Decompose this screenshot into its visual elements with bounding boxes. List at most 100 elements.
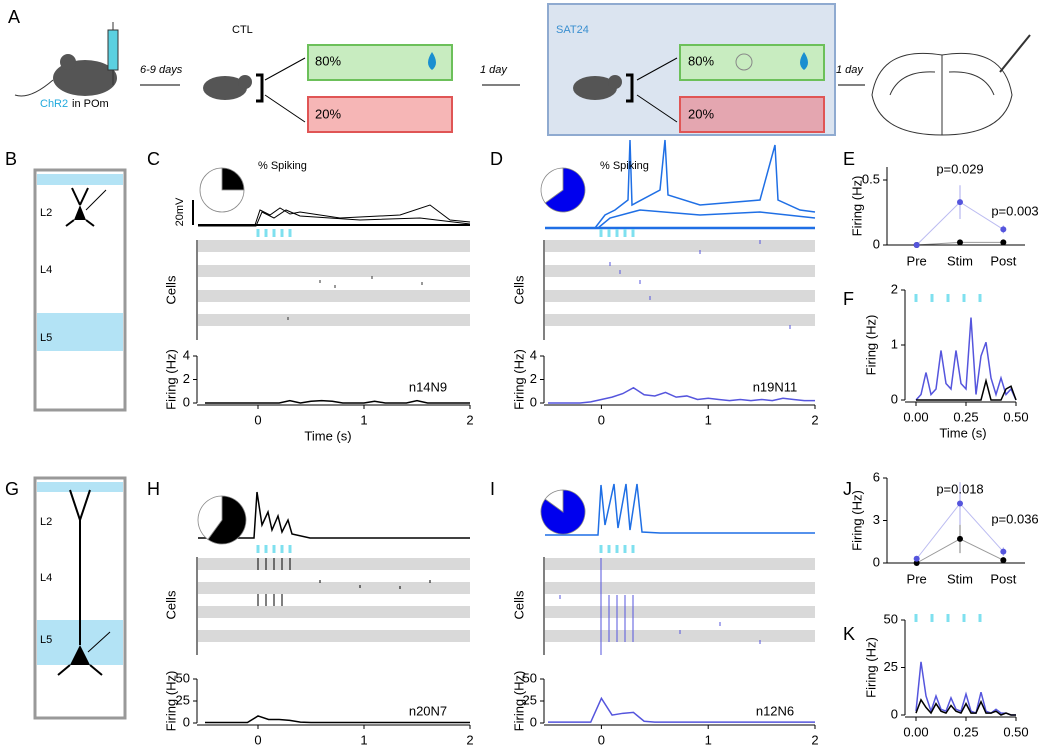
y-axis-label: Firing (Hz) [511,671,526,732]
y-tick-label: 4 [530,347,537,362]
neuron-l2 [65,187,107,227]
scale-label: 20mV [174,197,186,226]
y-tick-label: 2 [530,371,537,386]
layer-label: L2 [40,207,52,219]
point [957,535,963,542]
point [913,242,920,248]
x-tick-label: 1 [360,412,367,427]
pie-slice [544,489,564,513]
point [1000,557,1007,564]
rate-trace [916,377,1017,401]
y-axis-label: Firing (Hz) [163,349,178,410]
pie-slice [544,167,586,213]
x-tick-label: Pre [907,571,927,586]
choice-box [307,96,453,133]
y-tick-label: 25 [176,692,190,707]
x-tick-label: Stim [947,571,973,586]
neuron-l5 [57,489,111,676]
panel-label: J [843,479,852,499]
layer-label: L2 [40,516,52,528]
x-tick-label: 0.00 [903,409,928,424]
rate-trace [915,661,1016,716]
pie-title: % Spiking [258,160,307,172]
panel-label: G [5,479,19,499]
pie-slice [540,167,564,204]
y-tick-label: 0 [183,714,190,729]
rate-trace [548,696,815,723]
y-tick-label: 50 [523,670,537,685]
x-tick-label: 2 [811,412,818,427]
mouse-ctl [203,73,264,103]
water-drop [428,52,436,70]
pie-slice [197,495,223,540]
injection-site: in POm [72,98,109,110]
point [957,500,963,507]
annotation: p=0.018 [936,481,983,496]
pie-slice [221,167,245,191]
water-drop [800,52,808,70]
mouse-sat [573,73,634,103]
interval-label: 1 day [836,64,864,76]
injection-label: ChR2 [40,98,68,110]
rate-trace [915,698,1016,716]
light-band [37,482,123,492]
panel-label: F [843,289,854,309]
point [1000,226,1007,233]
layer-label: L4 [40,264,52,276]
panel-label: B [5,149,17,169]
point [957,199,963,206]
voltage-traces [198,204,471,227]
raster-label: Cells [163,590,178,619]
panel-label: D [490,149,503,169]
annotation: n19N11 [753,379,798,394]
point [913,555,920,562]
x-tick-label: 1 [705,412,712,427]
y-tick-label: 0 [891,706,898,721]
rate-trace [205,715,470,724]
choice-box [679,96,825,133]
y-tick-label: 0 [891,391,898,406]
x-tick-label: 1 [705,732,712,747]
x-tick-label: 0.25 [953,409,978,424]
vibrating-icon [735,53,753,71]
voltage-traces [545,139,816,230]
x-tick-label: 0.00 [903,724,928,739]
stim-ticks [256,229,982,622]
arrow [264,57,306,81]
point [1000,548,1007,555]
x-tick-label: Post [990,253,1016,268]
choice-label: 20% [315,106,341,121]
group-label: SAT24 [556,24,589,36]
layer-label: L5 [40,634,52,646]
layer-label: L5 [40,332,52,344]
pie-slice [207,495,247,545]
rate-trace [205,399,470,404]
y-axis-label: Firing (Hz) [863,637,878,698]
mouse-injection [14,22,119,97]
y-tick-label: 50 [176,670,190,685]
y-tick-label: 0 [873,236,880,251]
y-tick-label: 0 [873,554,880,569]
annotation: n20N7 [409,703,447,718]
x-tick-label: 0 [598,732,605,747]
group-label: CTL [232,24,253,36]
annotation: n14N9 [409,379,447,394]
voltage-traces [545,483,815,536]
y-tick-label: 25 [884,659,898,674]
x-axis-label: Time (s) [304,428,351,443]
brain-slice [871,34,1031,136]
y-tick-label: 2 [183,371,190,386]
y-tick-label: 0 [530,394,537,409]
raster-label: Cells [511,275,526,304]
x-tick-label: 0 [254,412,261,427]
pie-slice [199,167,245,213]
raster-label: Cells [163,275,178,304]
point [913,560,920,566]
y-tick-label: 6 [873,469,880,484]
annotation: n12N6 [756,703,794,718]
x-tick-label: Stim [947,253,973,268]
x-axis-label: Time (s) [939,425,986,440]
x-tick-label: Post [990,571,1016,586]
arrow [636,94,678,123]
